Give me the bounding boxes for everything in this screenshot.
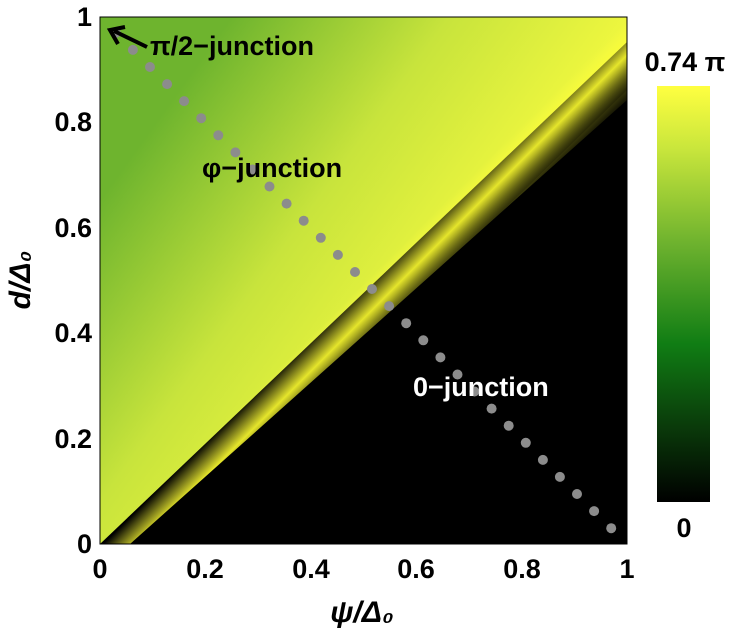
dotted-path-point [367, 284, 377, 294]
dotted-path-point [452, 369, 463, 380]
plot-frame [99, 16, 628, 545]
colorbar-max-label: 0.74 π [645, 47, 726, 77]
dotted-path-point [401, 318, 412, 329]
x-tick-label: 0 [92, 554, 107, 584]
x-tick-label: 0.6 [397, 554, 435, 584]
dotted-path-point [162, 79, 173, 90]
dotted-path-point [418, 335, 429, 346]
corner-annotation [106, 25, 148, 49]
dotted-path-point [213, 130, 224, 141]
x-tick-label: 0.2 [186, 554, 224, 584]
dotted-path-point [298, 215, 309, 226]
dotted-path-point [332, 249, 343, 260]
dotted-path-point [606, 523, 617, 534]
pi-half-junction-label: π/2−junction [150, 31, 314, 61]
dotted-path-point [127, 44, 138, 55]
dotted-path-point [145, 62, 155, 72]
colorbar-gradient [657, 86, 710, 502]
dotted-path-point [469, 386, 480, 397]
arrow-icon [113, 29, 148, 49]
heatmap-area [100, 17, 627, 544]
dotted-path-point [554, 471, 565, 482]
y-tick-label: 0.2 [54, 424, 92, 454]
dotted-path-point [384, 301, 395, 312]
dotted-path-point [537, 454, 548, 465]
y-tick-label: 0.6 [54, 213, 92, 243]
dotted-path-point [503, 420, 514, 431]
dotted-path-point [350, 267, 360, 277]
y-axis-label: d/Δ₀ [4, 251, 37, 310]
dotted-path-point [247, 164, 258, 175]
y-tick-label: 0.4 [54, 318, 92, 348]
dotted-path [110, 27, 617, 534]
transition-shadow [100, 17, 627, 544]
dotted-path-point [435, 352, 446, 363]
x-axis-label: ψ/Δ₀ [330, 596, 394, 629]
colorbar-min-label: 0 [676, 513, 691, 543]
colorbar: 0.74 π 0 [645, 47, 726, 543]
arrow-head-icon [106, 25, 126, 45]
dotted-path-point [196, 113, 207, 124]
dotted-path-point [264, 181, 275, 192]
dotted-path-point [179, 96, 190, 107]
y-tick-labels: 0 0.2 0.4 0.6 0.8 1 [54, 2, 92, 559]
phi-junction-label: φ−junction [202, 153, 342, 183]
x-tick-label: 0.8 [503, 554, 541, 584]
dotted-path-point [589, 506, 600, 517]
dotted-path-point [572, 489, 582, 499]
y-tick-label: 0.8 [54, 107, 92, 137]
dotted-path-point [230, 147, 241, 158]
y-tick-label: 0 [77, 529, 92, 559]
y-tick-label: 1 [77, 2, 92, 32]
dotted-path-point [520, 437, 531, 448]
x-tick-labels: 0 0.2 0.4 0.6 0.8 1 [92, 554, 634, 584]
x-tick-label: 1 [619, 554, 634, 584]
zero-junction-label: 0−junction [413, 372, 549, 402]
x-tick-label: 0.4 [292, 554, 330, 584]
dotted-path-point [281, 198, 292, 209]
dotted-path-point [486, 403, 497, 414]
dotted-path-point [315, 232, 326, 243]
